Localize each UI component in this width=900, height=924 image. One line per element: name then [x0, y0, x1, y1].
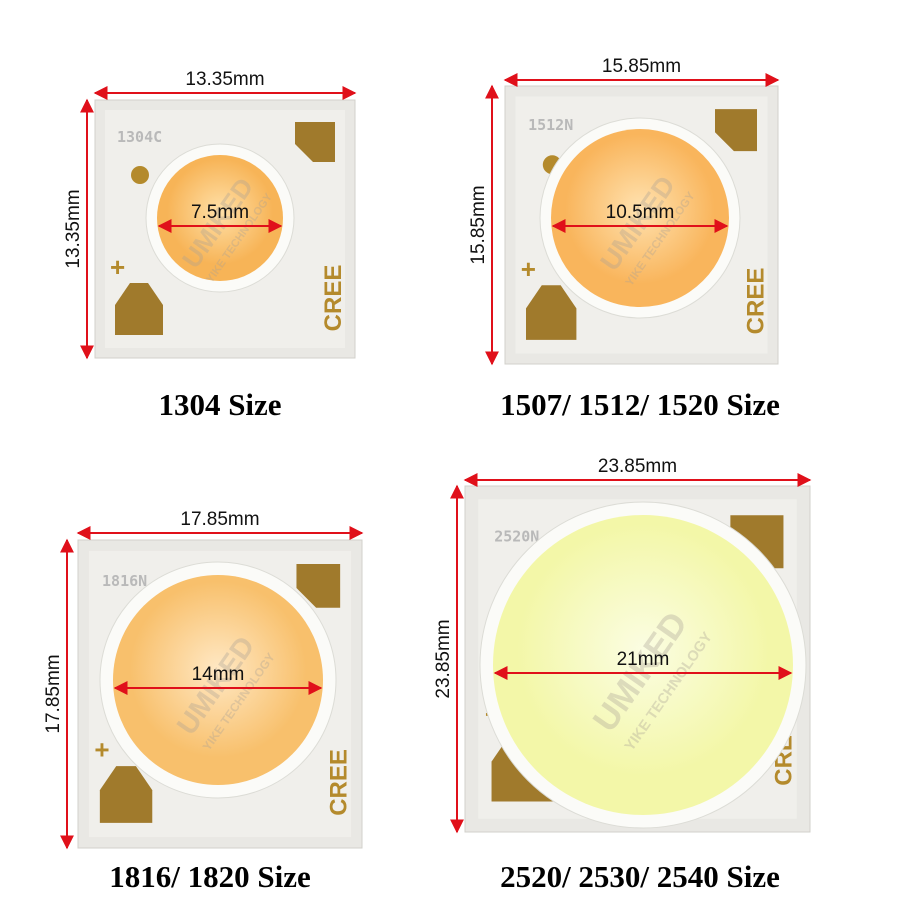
- polarity: +: [110, 252, 125, 282]
- pad: [295, 122, 335, 162]
- width-label: 13.35mm: [185, 69, 264, 90]
- width-label: 15.85mm: [602, 56, 681, 77]
- height-label: 15.85mm: [468, 185, 489, 264]
- polarity: +: [94, 734, 109, 764]
- caption: 1304 Size: [158, 387, 281, 422]
- emitter: [113, 575, 323, 785]
- diameter-label: 10.5mm: [606, 202, 675, 223]
- width-label: 17.85mm: [180, 509, 259, 530]
- chip-code: 1512N: [528, 116, 573, 134]
- emitter: [157, 155, 283, 281]
- brand: CREE: [326, 749, 353, 816]
- diameter-label: 7.5mm: [191, 202, 249, 223]
- caption: 1816/ 1820 Size: [109, 859, 311, 894]
- pad: [99, 766, 153, 823]
- chip-code: 2520N: [494, 528, 539, 546]
- caption: 2520/ 2530/ 2540 Size: [500, 859, 780, 894]
- height-label: 23.85mm: [433, 619, 454, 698]
- dot: [131, 166, 149, 184]
- pad: [115, 283, 163, 335]
- width-label: 23.85mm: [598, 456, 677, 477]
- emitter: [551, 129, 729, 307]
- height-label: 13.35mm: [63, 189, 84, 268]
- brand: CREE: [742, 268, 769, 335]
- brand: CREE: [320, 265, 347, 332]
- caption: 1507/ 1512/ 1520 Size: [500, 387, 780, 422]
- polarity: +: [521, 254, 536, 284]
- diameter-label: 14mm: [192, 664, 245, 685]
- height-label: 17.85mm: [43, 654, 64, 733]
- diameter-label: 21mm: [617, 649, 670, 670]
- pad: [715, 109, 757, 152]
- pad: [296, 564, 341, 608]
- chip-code: 1304C: [117, 128, 162, 146]
- emitter: [493, 515, 793, 815]
- pad: [526, 285, 577, 340]
- chip-code: 1816N: [102, 572, 147, 590]
